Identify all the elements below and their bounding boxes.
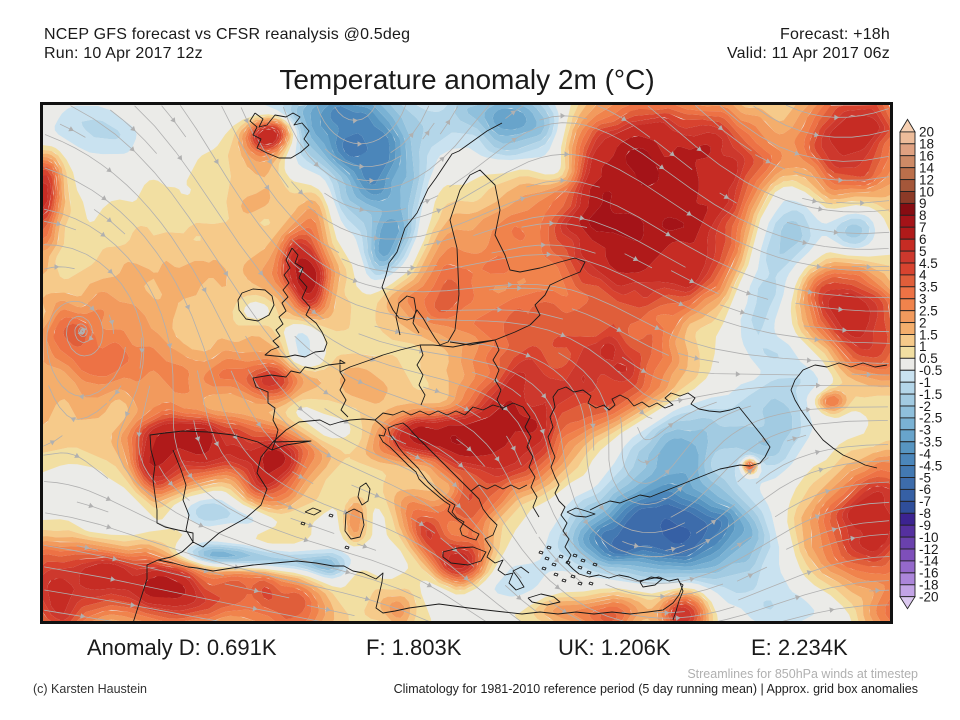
svg-text:12: 12 <box>919 172 934 187</box>
svg-text:7: 7 <box>919 220 927 235</box>
svg-text:0.5: 0.5 <box>919 351 938 366</box>
svg-text:-12: -12 <box>919 542 939 557</box>
svg-text:-6: -6 <box>919 482 931 497</box>
svg-text:9: 9 <box>919 196 927 211</box>
svg-text:6: 6 <box>919 232 927 247</box>
svg-text:-9: -9 <box>919 518 931 533</box>
svg-text:1.5: 1.5 <box>919 327 938 342</box>
svg-text:-18: -18 <box>919 578 939 593</box>
svg-text:-2.5: -2.5 <box>919 411 942 426</box>
svg-text:-1: -1 <box>919 375 931 390</box>
svg-text:18: 18 <box>919 137 934 152</box>
svg-text:10: 10 <box>919 184 934 199</box>
svg-text:16: 16 <box>919 149 934 164</box>
svg-text:-4: -4 <box>919 447 931 462</box>
svg-text:-2: -2 <box>919 399 931 414</box>
svg-text:-5: -5 <box>919 470 931 485</box>
svg-text:-8: -8 <box>919 506 931 521</box>
svg-text:-3: -3 <box>919 423 931 438</box>
svg-text:14: 14 <box>919 161 935 176</box>
svg-text:3.5: 3.5 <box>919 280 938 295</box>
svg-text:1: 1 <box>919 339 927 354</box>
svg-text:2.5: 2.5 <box>919 304 938 319</box>
svg-text:20: 20 <box>919 125 934 140</box>
svg-text:3: 3 <box>919 292 927 307</box>
svg-text:-1.5: -1.5 <box>919 387 942 402</box>
svg-text:2: 2 <box>919 315 927 330</box>
svg-text:4: 4 <box>919 268 927 283</box>
svg-text:-14: -14 <box>919 554 939 569</box>
svg-text:5: 5 <box>919 244 927 259</box>
svg-text:-10: -10 <box>919 530 939 545</box>
svg-text:-16: -16 <box>919 566 939 581</box>
svg-text:-4.5: -4.5 <box>919 458 942 473</box>
svg-text:8: 8 <box>919 208 927 223</box>
svg-text:4.5: 4.5 <box>919 256 938 271</box>
svg-text:-20: -20 <box>919 590 939 605</box>
svg-text:-3.5: -3.5 <box>919 435 942 450</box>
svg-text:-7: -7 <box>919 494 931 509</box>
svg-text:-0.5: -0.5 <box>919 363 942 378</box>
